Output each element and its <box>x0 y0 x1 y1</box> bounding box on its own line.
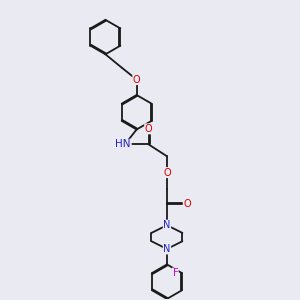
Text: O: O <box>184 200 192 209</box>
Text: N: N <box>163 220 171 230</box>
Text: F: F <box>172 268 178 278</box>
Text: O: O <box>145 124 152 134</box>
Text: O: O <box>133 75 140 85</box>
Text: O: O <box>163 168 171 178</box>
Text: N: N <box>163 244 171 254</box>
Text: HN: HN <box>116 140 131 149</box>
